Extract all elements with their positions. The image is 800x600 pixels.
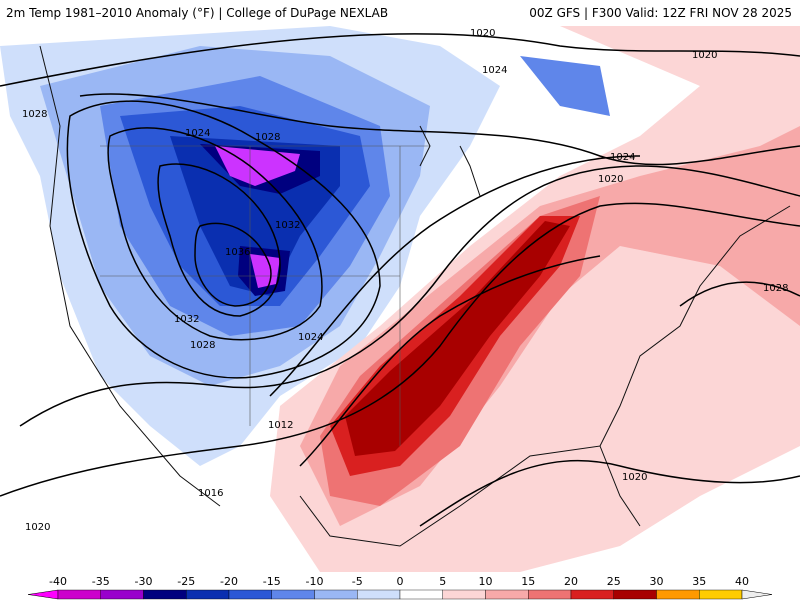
legend-tick-label: -40 bbox=[49, 575, 67, 588]
legend-tick-label: 35 bbox=[692, 575, 706, 588]
legend-swatch bbox=[57, 589, 101, 600]
legend-swatch bbox=[699, 589, 743, 600]
legend-tick-label: 0 bbox=[397, 575, 404, 588]
legend-swatch bbox=[228, 589, 272, 600]
legend-swatch bbox=[570, 589, 614, 600]
isobar-label: 1036 bbox=[225, 247, 250, 258]
legend-color-bar bbox=[27, 589, 773, 600]
legend-arrow-high bbox=[741, 589, 773, 600]
isobar-label: 1028 bbox=[22, 109, 47, 120]
legend-tick-label: 25 bbox=[607, 575, 621, 588]
legend-swatch bbox=[399, 589, 443, 600]
legend-swatch bbox=[143, 589, 187, 600]
isobar-label: 1012 bbox=[268, 420, 293, 431]
legend-arrow-low bbox=[27, 589, 59, 600]
legend-tick-label: 30 bbox=[650, 575, 664, 588]
legend-swatch bbox=[528, 589, 572, 600]
isobar-label: 1020 bbox=[470, 28, 495, 39]
legend-tick-labels: -40 -35 -30 -25 -20 -15 -10 -5 0 5 10 15 20 25 30 35 40 bbox=[49, 575, 749, 588]
legend-tick-label: -5 bbox=[352, 575, 363, 588]
legend-tick-label: 5 bbox=[439, 575, 446, 588]
isobar-lines bbox=[0, 33, 800, 527]
isobar-label: 1020 bbox=[692, 50, 717, 61]
isobar-label: 1028 bbox=[255, 132, 280, 143]
legend-swatch bbox=[100, 589, 144, 600]
legend-swatch bbox=[442, 589, 486, 600]
legend-swatch bbox=[271, 589, 315, 600]
legend-tick-label: -35 bbox=[92, 575, 110, 588]
legend-tick-label: -30 bbox=[135, 575, 153, 588]
map-title: 2m Temp 1981–2010 Anomaly (°F) | College… bbox=[6, 6, 389, 20]
legend-swatch bbox=[314, 589, 358, 600]
isobar-label: 1028 bbox=[190, 340, 215, 351]
isobar-label: 1020 bbox=[25, 522, 50, 533]
isobar-label: 1024 bbox=[482, 65, 507, 76]
isobar-label: 1028 bbox=[763, 283, 788, 294]
legend-tick-label: -20 bbox=[220, 575, 238, 588]
legend-tick-label: 10 bbox=[479, 575, 493, 588]
color-scale-legend: -40 -35 -30 -25 -20 -15 -10 -5 0 5 10 15 20 25 30 35 40 bbox=[27, 575, 773, 600]
legend-swatch bbox=[656, 589, 700, 600]
isobar-labels: 1020 1020 1024 1024 1028 1028 1024 1032 … bbox=[22, 28, 788, 533]
anomaly-map: 1020 1020 1024 1024 1028 1028 1024 1032 … bbox=[0, 26, 800, 572]
legend-swatch bbox=[186, 589, 230, 600]
legend-swatch bbox=[485, 589, 529, 600]
isobar-label: 1020 bbox=[622, 472, 647, 483]
isobar-label: 1024 bbox=[610, 152, 635, 163]
isobar-label: 1020 bbox=[598, 174, 623, 185]
header-bar: 2m Temp 1981–2010 Anomaly (°F) | College… bbox=[0, 0, 800, 26]
run-info: 00Z GFS | F300 Valid: 12Z FRI NOV 28 202… bbox=[529, 6, 792, 20]
legend-tick-label: 20 bbox=[564, 575, 578, 588]
isobar-label: 1024 bbox=[298, 332, 323, 343]
warm-anomaly-shading bbox=[270, 26, 800, 572]
isobar-label: 1032 bbox=[275, 220, 300, 231]
legend-tick-label: 15 bbox=[521, 575, 535, 588]
isobar-label: 1024 bbox=[185, 128, 210, 139]
legend-tick-label: -15 bbox=[263, 575, 281, 588]
isobar-label: 1032 bbox=[174, 314, 199, 325]
isobar-label: 1016 bbox=[198, 488, 223, 499]
legend-tick-label: 40 bbox=[735, 575, 749, 588]
legend-tick-label: -10 bbox=[306, 575, 324, 588]
legend-swatch bbox=[613, 589, 657, 600]
legend-tick-label: -25 bbox=[177, 575, 195, 588]
legend-swatch bbox=[357, 589, 401, 600]
